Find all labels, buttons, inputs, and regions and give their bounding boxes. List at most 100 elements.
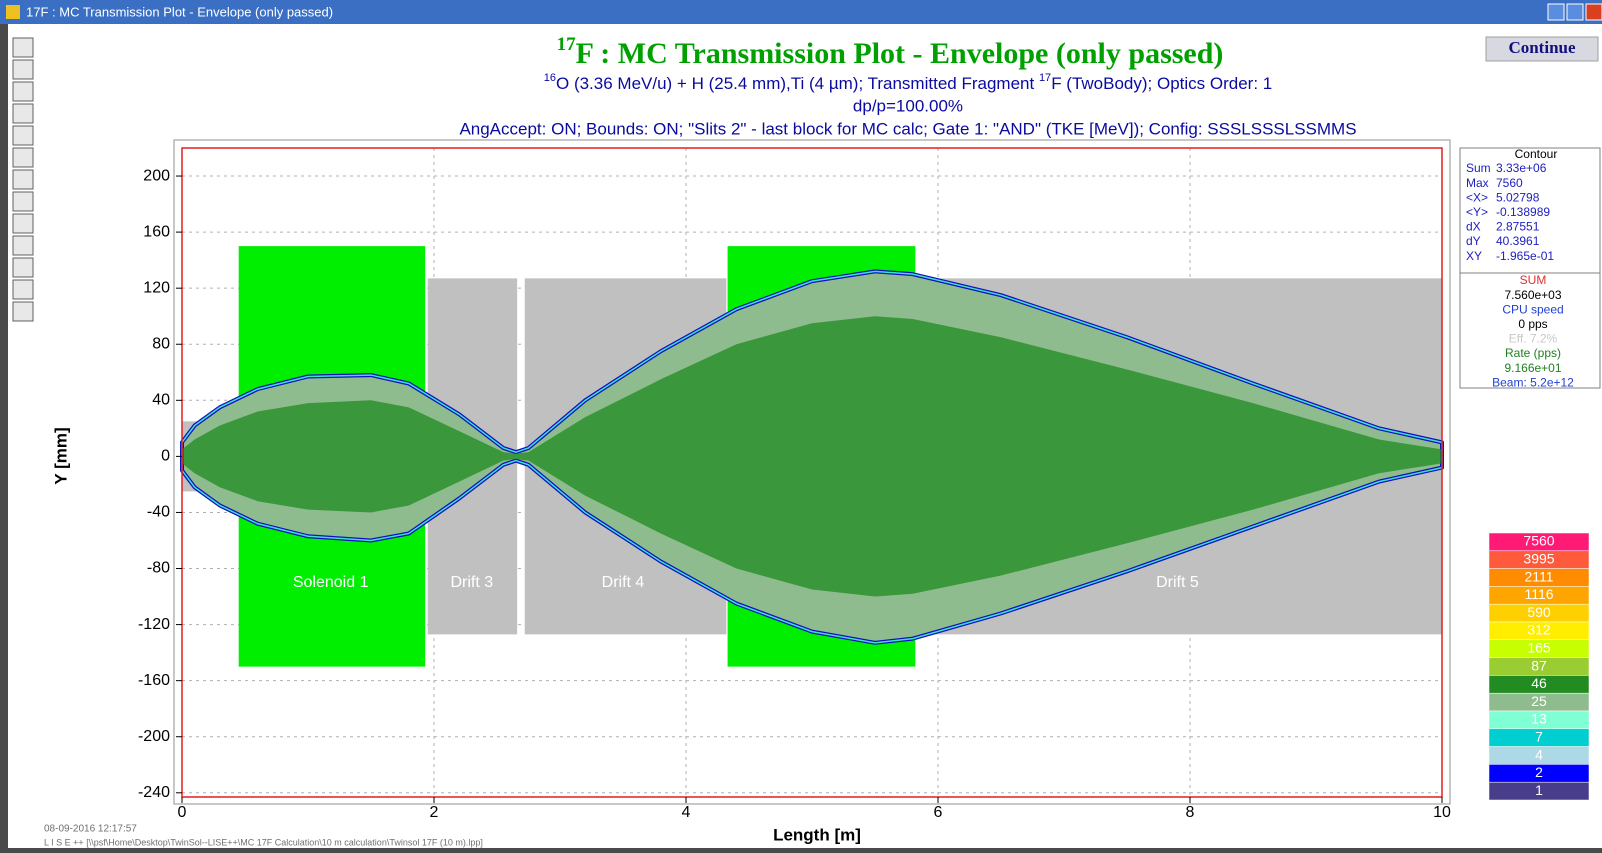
- element-label: Solenoid 1: [293, 574, 369, 591]
- x-tick-label: 10: [1433, 804, 1451, 821]
- window-title: 17F : MC Transmission Plot - Envelope (o…: [26, 4, 333, 19]
- stat-value: 3.33e+06: [1496, 161, 1547, 175]
- rate-line: SUM: [1520, 273, 1547, 287]
- y-tick-label: -240: [138, 784, 170, 801]
- stat-name: dY: [1466, 234, 1481, 248]
- subtitle-2: dp/p=100.00%: [853, 96, 963, 115]
- scale-label: 165: [1527, 640, 1551, 656]
- subtitle: 16O (3.36 MeV/u) + H (25.4 mm),Ti (4 µm)…: [544, 72, 1273, 94]
- toolbar-icon[interactable]: [12, 59, 34, 80]
- stat-value: 5.02798: [1496, 190, 1540, 204]
- y-tick-label: 0: [161, 448, 170, 465]
- toolbar-icon[interactable]: [12, 257, 34, 278]
- subtitle-superscript: 17: [1039, 72, 1051, 84]
- scale-label: 2111: [1524, 568, 1553, 584]
- y-tick-label: 40: [152, 392, 170, 409]
- plot: Solenoid 1 Drift 3 Drift 4 Drift 5 0 2 4 6 8 10 -2…: [138, 147, 1451, 821]
- x-tick-label: 2: [430, 804, 439, 821]
- stat-name: Sum: [1466, 161, 1491, 175]
- scale-label: 1116: [1524, 586, 1553, 602]
- toolbar-icon[interactable]: [12, 235, 34, 256]
- y-tick-label: 120: [143, 279, 170, 296]
- plot-frame: [173, 139, 1451, 805]
- toolbar-icon[interactable]: [12, 213, 34, 234]
- y-tick-label: 200: [143, 167, 170, 184]
- rate-line: Eff. 7.2%: [1509, 332, 1558, 346]
- stat-value: 7560: [1496, 176, 1523, 190]
- scale-label: 590: [1527, 604, 1551, 620]
- rate-line: Rate (pps): [1505, 346, 1561, 360]
- y-tick-label: -120: [138, 616, 170, 633]
- element-label: Drift 3: [450, 574, 493, 591]
- y-tick-label: 80: [152, 335, 170, 352]
- x-tick-label: 0: [178, 804, 187, 821]
- toolbar-icon[interactable]: [12, 147, 34, 168]
- stats-title: Contour: [1515, 147, 1558, 161]
- timestamp: 08-09-2016 12:17:57: [44, 824, 137, 835]
- stats-box: [1459, 147, 1601, 274]
- subtitle-3: AngAccept: ON; Bounds: ON; "Slits 2" - l…: [459, 119, 1356, 138]
- scale-label: 2: [1535, 764, 1543, 780]
- rate-line: 0 pps: [1518, 317, 1547, 331]
- toolbar-icon[interactable]: [12, 279, 34, 300]
- toolbar-icon[interactable]: [12, 169, 34, 190]
- x-tick-label: 8: [1186, 804, 1195, 821]
- x-axis-label: Length [m]: [773, 825, 861, 844]
- scale-label: 13: [1531, 711, 1547, 727]
- stat-name: Max: [1466, 176, 1489, 190]
- scale-label: 312: [1527, 622, 1551, 638]
- y-tick-label: 160: [143, 223, 170, 240]
- scale-label: 4: [1535, 746, 1543, 762]
- rate-line: 7.560e+03: [1504, 288, 1561, 302]
- toolbar-icon[interactable]: [12, 37, 34, 58]
- envelope-core: [182, 316, 1442, 597]
- y-tick-label: -200: [138, 728, 170, 745]
- app-icon: [6, 5, 20, 19]
- plot-border: [181, 147, 1443, 798]
- stat-name: dX: [1466, 220, 1481, 234]
- title-superscript: 17: [557, 34, 577, 55]
- y-axis-label: Y [mm]: [51, 427, 70, 484]
- minimize-button[interactable]: [1547, 3, 1565, 21]
- maximize-button[interactable]: [1566, 3, 1584, 21]
- toolbar-icon[interactable]: [12, 301, 34, 322]
- toolbar-icon[interactable]: [12, 191, 34, 212]
- rate-line: Beam: 5.2e+12: [1492, 375, 1574, 389]
- button-face: [1485, 36, 1599, 62]
- scale-label: 3995: [1523, 551, 1554, 567]
- toolbar-icon[interactable]: [12, 81, 34, 102]
- scale-label: 7560: [1523, 533, 1554, 549]
- x-tick-label: 6: [934, 804, 943, 821]
- y-tick-label: -160: [138, 672, 170, 689]
- file-path: L I S E ++ [\\psf\Home\Desktop\TwinSol--…: [44, 837, 483, 847]
- element-label: Drift 4: [602, 574, 645, 591]
- scale-label: 87: [1531, 657, 1547, 673]
- stat-name: <X>: [1466, 190, 1488, 204]
- close-button[interactable]: [1585, 3, 1602, 21]
- x-tick-label: 4: [682, 804, 691, 821]
- rate-line: CPU speed: [1502, 302, 1563, 316]
- stat-value: 2.87551: [1496, 220, 1540, 234]
- toolbar-icon[interactable]: [12, 125, 34, 146]
- stat-name: <Y>: [1466, 205, 1488, 219]
- continue-button[interactable]: Continue: [1485, 36, 1599, 62]
- button-label: Continue: [1508, 38, 1576, 57]
- scale-label: 1: [1535, 782, 1543, 798]
- toolbar-icon[interactable]: [12, 103, 34, 124]
- scale-label: 46: [1531, 675, 1547, 691]
- stat-value: 40.3961: [1496, 234, 1540, 248]
- subtitle-text: O (3.36 MeV/u) + H (25.4 mm),Ti (4 µm); …: [556, 74, 1039, 93]
- rates-box: [1459, 272, 1601, 389]
- subtitle-text: F (TwoBody); Optics Order: 1: [1051, 74, 1272, 93]
- scale-label: 25: [1531, 693, 1547, 709]
- stat-name: XY: [1466, 249, 1482, 263]
- title-bar: [0, 0, 1602, 24]
- rate-line: 9.166e+01: [1504, 361, 1561, 375]
- stats: Sum 3.33e+06 Max 7560 <X> 5.02798 <Y> -0.138989…: [1466, 161, 1554, 263]
- subtitle-superscript: 16: [544, 72, 556, 84]
- y-tick-label: -40: [147, 504, 170, 521]
